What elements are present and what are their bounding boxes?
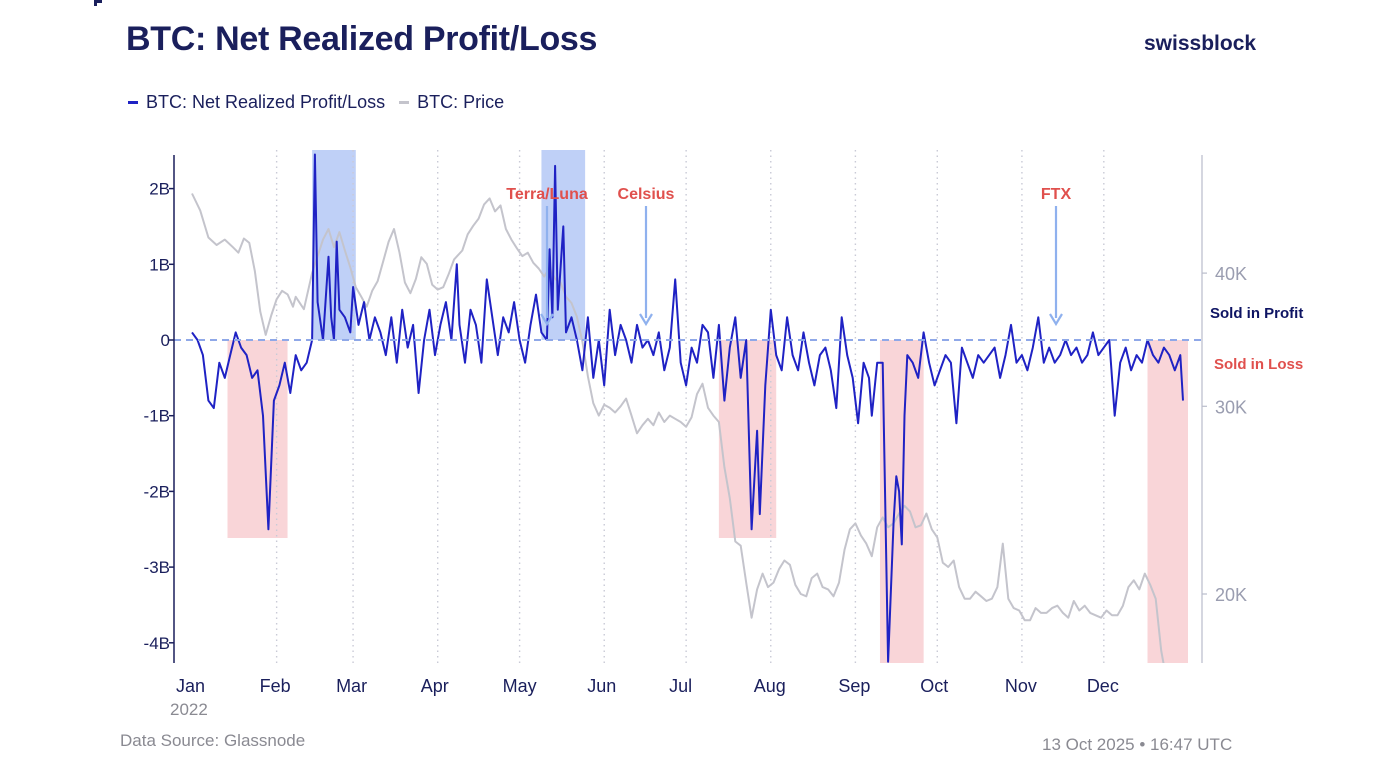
legend-swatch-nrpl [128,101,138,104]
x-axis-tick-label: May [503,676,537,696]
x-axis-year-label: 2022 [170,700,208,719]
legend-swatch-price [399,101,410,104]
event-annotation-arrowhead [1049,313,1063,327]
nrpl-series-line [191,153,1184,663]
left-axis-tick-label: 1B [149,255,170,274]
brand-logo: swissblock [1144,32,1257,55]
event-annotation-arrowhead [639,313,653,327]
data-source: Data Source: Glassnode [120,731,306,750]
x-axis-tick-label: Nov [1005,676,1037,696]
left-axis-tick-label: -4B [144,634,170,653]
right-axis-tick-label: 40K [1215,264,1247,284]
left-axis-tick-label: -1B [144,407,170,426]
x-axis-tick-label: Jun [587,676,616,696]
left-axis-tick-label: -2B [144,482,170,501]
zone-label-profit: Sold in Profit [1210,305,1303,322]
right-axis-tick-label: 30K [1215,397,1247,417]
x-axis-tick-label: Jan [176,676,205,696]
timestamp: 13 Oct 2025 • 16:47 UTC [1042,735,1233,754]
x-axis-tick-label: Oct [920,676,948,696]
x-axis-tick-label: Dec [1087,676,1119,696]
event-annotation-label: Terra/Luna [506,186,588,203]
x-axis-tick-label: Sep [838,676,870,696]
x-axis-tick-label: Mar [336,676,367,696]
event-annotation-label: Celsius [618,186,675,203]
right-axis-tick-label: 20K [1215,585,1247,605]
legend-label-price: BTC: Price [417,92,505,112]
left-axis-tick-label: -3B [144,558,170,577]
event-annotation-arrowhead [540,313,554,327]
x-axis-tick-label: Apr [421,676,449,696]
x-axis-tick-label: Aug [754,676,786,696]
event-annotation-label: FTX [1041,186,1072,203]
legend-item-nrpl[interactable]: BTC: Net Realized Profit/Loss [128,92,385,113]
highlight-region-loss [1147,340,1188,663]
legend-label-nrpl: BTC: Net Realized Profit/Loss [146,92,386,112]
legend-item-price[interactable]: BTC: Price [399,92,504,113]
legend: BTC: Net Realized Profit/Loss BTC: Price [128,92,504,113]
zone-label-loss: Sold in Loss [1214,356,1303,373]
x-axis-tick-label: Feb [260,676,291,696]
corner-mark [94,0,102,6]
left-axis-tick-label: 0 [161,331,170,350]
left-axis-tick-label: 2B [149,180,170,199]
price-series-line [191,193,1165,663]
chart-title: BTC: Net Realized Profit/Loss [126,20,598,58]
x-axis-tick-label: Jul [669,676,692,696]
